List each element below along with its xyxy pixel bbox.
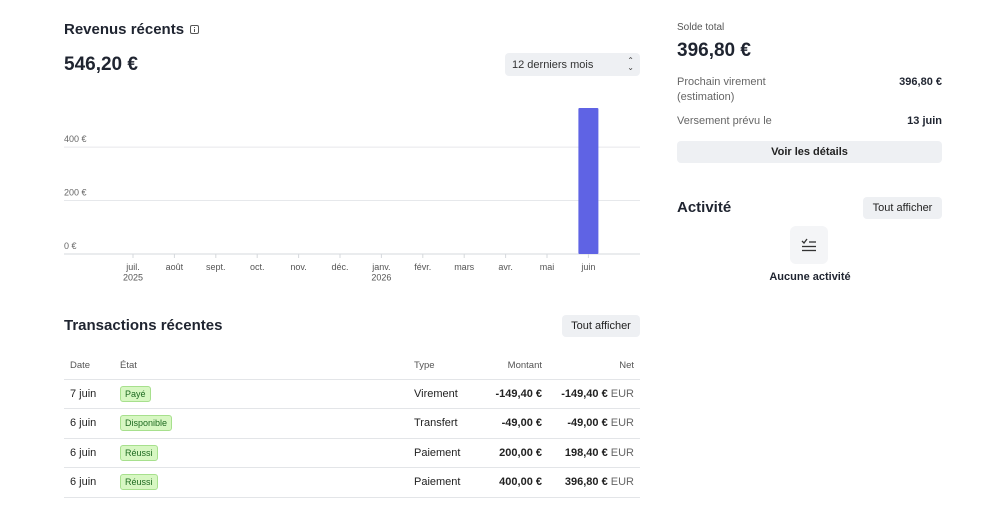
y-tick-label: 400 € xyxy=(64,134,87,144)
column-header-date[interactable]: Date xyxy=(64,352,120,380)
status-badge: Réussi xyxy=(120,444,158,461)
row-net-currency: EUR xyxy=(610,476,634,489)
row-date: 6 juin xyxy=(64,467,120,498)
row-amount: -149,40 € xyxy=(474,379,542,409)
table-row[interactable]: 7 juin Payé Virement -149,40 € -149,40 €… xyxy=(64,379,640,409)
status-badge: Disponible xyxy=(120,415,173,432)
row-net: -149,40 € EUR xyxy=(542,379,640,409)
row-net-value: 198,40 € xyxy=(564,446,608,459)
row-net: 396,80 € EUR xyxy=(542,467,640,498)
revenue-chart: 0 € 200 € 400 € juil.2025 août sept. oct. nov.… xyxy=(64,108,640,283)
transactions-view-all-button[interactable]: Tout afficher xyxy=(562,315,640,337)
row-type: Paiement xyxy=(414,438,474,468)
transactions-title: Transactions récentes xyxy=(64,317,223,334)
row-net: 198,40 € EUR xyxy=(542,438,640,468)
payout-date-label: Versement prévu le xyxy=(677,115,772,127)
status-badge: Payé xyxy=(120,385,151,402)
x-tick-label: sept. xyxy=(206,262,226,272)
empty-activity-text: Aucune activité xyxy=(769,271,851,283)
row-net-value: -49,00 € xyxy=(567,417,608,430)
table-row[interactable]: 6 juin Disponible Transfert -49,00 € -49… xyxy=(64,408,640,439)
row-amount: 400,00 € xyxy=(474,467,542,498)
x-tick-label: août xyxy=(166,262,184,272)
x-tick-label: juin xyxy=(580,262,595,272)
x-tick-label: nov. xyxy=(290,262,306,272)
checklist-icon xyxy=(790,226,828,264)
payout-date-value: 13 juin xyxy=(907,115,942,127)
y-tick-label: 0 € xyxy=(64,241,77,251)
x-tick-label: janv. xyxy=(371,262,390,272)
x-tick-label: avr. xyxy=(498,262,513,272)
period-select[interactable]: 12 derniers mois ⌃ ⌄ xyxy=(505,53,640,76)
bar[interactable] xyxy=(578,108,599,254)
row-type: Virement xyxy=(414,379,474,409)
row-net-currency: EUR xyxy=(610,387,634,400)
x-tick-label: oct. xyxy=(250,262,265,272)
activity-view-all-button[interactable]: Tout afficher xyxy=(863,197,942,219)
x-tick-label: févr. xyxy=(414,262,431,272)
x-tick-label: 2026 xyxy=(371,273,391,283)
row-date: 6 juin xyxy=(64,438,120,468)
row-type: Paiement xyxy=(414,467,474,498)
activity-title: Activité xyxy=(677,199,732,216)
column-header-net[interactable]: Net xyxy=(542,352,640,380)
y-tick-label: 200 € xyxy=(64,188,87,198)
x-tick-label: juil. xyxy=(125,262,140,272)
row-type: Transfert xyxy=(414,408,474,439)
info-icon[interactable] xyxy=(190,25,200,34)
row-date: 6 juin xyxy=(64,408,120,439)
balance-amount: 396,80 € xyxy=(677,40,751,61)
revenue-amount: 546,20 € xyxy=(64,54,138,75)
table-row[interactable]: 6 juin Réussi Paiement 200,00 € 198,40 €… xyxy=(64,438,640,468)
period-select-value: 12 derniers mois xyxy=(512,58,594,71)
row-date: 7 juin xyxy=(64,379,120,409)
x-tick-label: mai xyxy=(540,262,555,272)
next-transfer-value: 396,80 € xyxy=(899,76,942,88)
row-amount: -49,00 € xyxy=(474,408,542,439)
transactions-table: Date État Type Montant Net 7 juin Payé V… xyxy=(64,352,640,498)
row-net: -49,00 € EUR xyxy=(542,408,640,439)
x-tick-label: 2025 xyxy=(123,273,143,283)
column-header-state[interactable]: État xyxy=(120,352,414,380)
chevron-up-down-icon: ⌃ ⌄ xyxy=(627,56,634,72)
column-header-amount[interactable]: Montant xyxy=(474,352,542,380)
balance-label: Solde total xyxy=(677,22,725,33)
table-row[interactable]: 6 juin Réussi Paiement 400,00 € 396,80 €… xyxy=(64,467,640,498)
next-transfer-label: Prochain virement (estimation) xyxy=(677,76,766,103)
table-header-row: Date État Type Montant Net xyxy=(64,352,640,380)
revenue-title: Revenus récents xyxy=(64,21,200,38)
row-net-currency: EUR xyxy=(610,417,634,430)
revenue-title-text: Revenus récents xyxy=(64,21,185,38)
row-net-currency: EUR xyxy=(610,446,634,459)
status-badge: Réussi xyxy=(120,474,158,491)
column-header-type[interactable]: Type xyxy=(414,352,474,380)
view-details-button[interactable]: Voir les détails xyxy=(677,141,942,163)
row-net-value: 396,80 € xyxy=(564,476,608,489)
x-tick-label: mars xyxy=(454,262,474,272)
row-amount: 200,00 € xyxy=(474,438,542,468)
row-net-value: -149,40 € xyxy=(561,387,608,400)
x-tick-label: déc. xyxy=(331,262,348,272)
